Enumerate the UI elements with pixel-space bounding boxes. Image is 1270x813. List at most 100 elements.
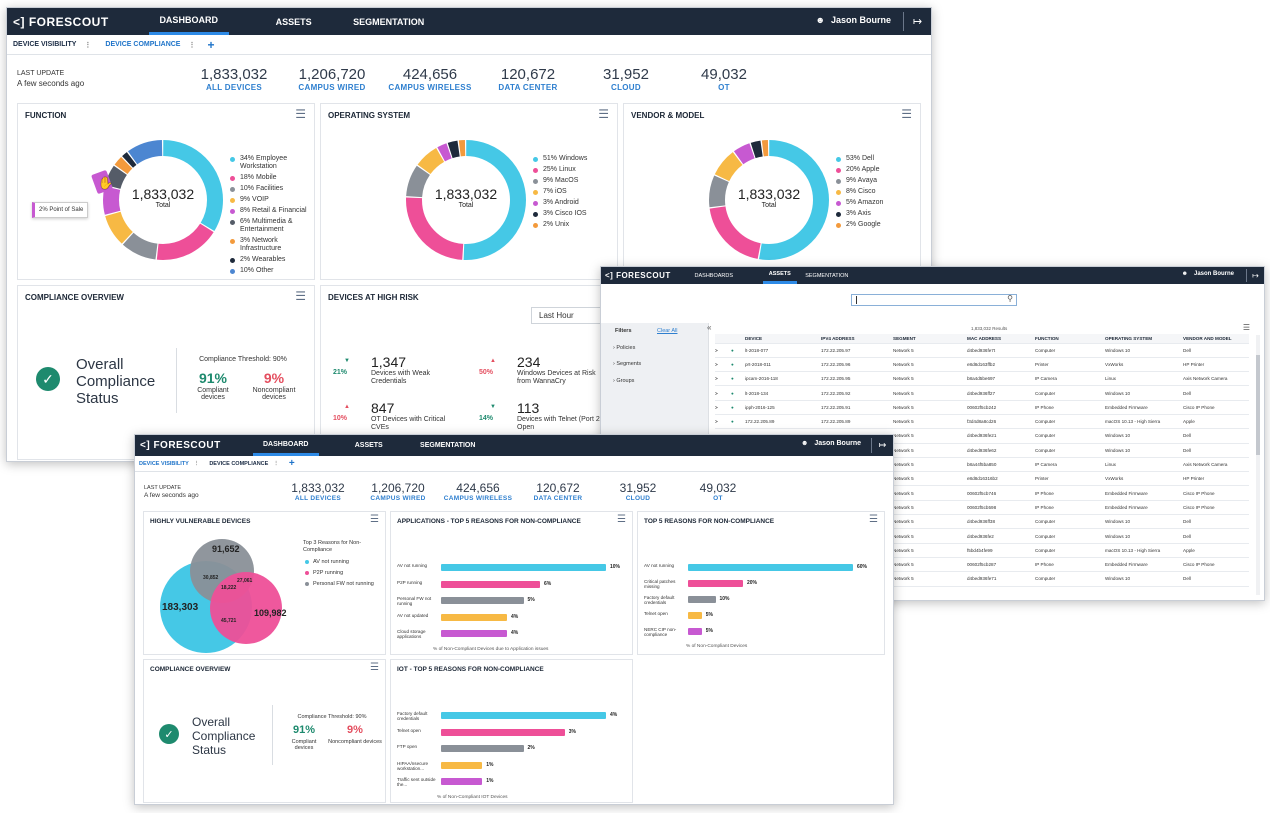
donut-segment[interactable] bbox=[406, 140, 526, 260]
tab-device-visibility[interactable]: DEVICE VISIBILITY ⋮ bbox=[139, 460, 200, 467]
search-input[interactable]: ⚲ bbox=[851, 294, 1017, 306]
column-device[interactable]: DEVICE bbox=[745, 334, 821, 344]
stat-cloud[interactable]: 31,952 CLOUD bbox=[603, 66, 649, 92]
expand-row-icon[interactable]: > bbox=[715, 400, 731, 415]
table-cell: Windows 10 bbox=[1105, 528, 1183, 544]
bar[interactable] bbox=[688, 580, 743, 587]
nav-segmentation[interactable]: SEGMENTATION bbox=[353, 16, 425, 27]
column-ipv4[interactable]: IPV4 ADDRESS bbox=[821, 334, 893, 344]
bar[interactable] bbox=[688, 628, 702, 635]
search-icon[interactable]: ⚲ bbox=[1007, 294, 1013, 303]
column-mac[interactable]: MAC ADDRESS bbox=[967, 334, 1035, 344]
donut-segment[interactable] bbox=[406, 140, 526, 260]
bar[interactable] bbox=[688, 612, 702, 619]
bar[interactable] bbox=[441, 630, 507, 637]
columns-menu-icon[interactable]: ☰ bbox=[1242, 323, 1250, 332]
bar[interactable] bbox=[688, 596, 716, 603]
user-menu[interactable]: ☻ Jason Bourne bbox=[1182, 271, 1234, 277]
stat-campus-wired[interactable]: 1,206,720 CAMPUS WIRED bbox=[298, 66, 366, 92]
dashboard-window-front: <] FORESCOUT DASHBOARD ASSETS SEGMENTATI… bbox=[134, 434, 894, 805]
tab-menu-icon[interactable]: ⋮ bbox=[273, 460, 279, 467]
venn-value-tr: 27,061 bbox=[237, 578, 253, 584]
filter-groups[interactable]: › Groups bbox=[613, 378, 635, 384]
hamburger-menu-icon[interactable]: ☰ bbox=[869, 514, 878, 525]
expand-row-icon[interactable]: > bbox=[715, 414, 731, 430]
user-menu[interactable]: ☻ Jason Bourne bbox=[801, 440, 861, 447]
stat-ot[interactable]: 49,032 OT bbox=[699, 481, 737, 502]
tab-menu-icon[interactable]: ⋮ bbox=[193, 460, 200, 467]
scrollbar-thumb[interactable] bbox=[1256, 355, 1260, 455]
clear-all-link[interactable]: Clear All bbox=[657, 328, 678, 334]
expand-row-icon[interactable]: > bbox=[715, 385, 731, 401]
table-row[interactable]: > ● lt-2018-134 172.22.205.92 Network 5 d4bed… bbox=[715, 385, 1249, 401]
nav-assets[interactable]: ASSETS bbox=[275, 16, 312, 27]
hamburger-menu-icon[interactable]: ☰ bbox=[370, 514, 379, 525]
scrollbar[interactable] bbox=[1256, 335, 1260, 595]
nav-assets[interactable]: ASSETS bbox=[762, 267, 797, 284]
user-menu[interactable]: ☻ Jason Bourne bbox=[816, 15, 892, 25]
hamburger-menu-icon[interactable]: ☰ bbox=[295, 289, 306, 303]
period-dropdown[interactable]: Last Hour bbox=[531, 307, 603, 324]
column-segment[interactable]: SEGMENT bbox=[893, 334, 967, 344]
column-function[interactable]: FUNCTION bbox=[1035, 334, 1105, 344]
table-row[interactable]: > ● 172.22.205.89 172.22.205.89 Network 5 f3d… bbox=[715, 414, 1249, 430]
table-row[interactable]: > ● ipph-2016-125 172.22.205.91 Network 5 006… bbox=[715, 400, 1249, 415]
nav-segmentation[interactable]: SEGMENTATION bbox=[805, 272, 849, 279]
expand-row-icon[interactable]: > bbox=[715, 371, 731, 387]
add-tab-button[interactable]: + bbox=[207, 37, 215, 52]
bar[interactable] bbox=[441, 745, 524, 752]
table-row[interactable]: > ● ipcam-2016-118 172.22.205.95 Network 5 b8… bbox=[715, 371, 1249, 387]
tab-menu-icon[interactable]: ⋮ bbox=[188, 41, 196, 49]
bar[interactable] bbox=[441, 580, 540, 588]
logout-button[interactable]: ↦ bbox=[903, 12, 931, 31]
table-row[interactable]: > ● prt-2018-011 172.22.205.96 Network 5 e8d8… bbox=[715, 357, 1249, 373]
hamburger-menu-icon[interactable]: ☰ bbox=[370, 662, 379, 673]
bar[interactable] bbox=[688, 564, 853, 571]
stat-all-devices[interactable]: 1,833,032 ALL DEVICES bbox=[200, 66, 268, 92]
stat-all-devices[interactable]: 1,833,032 ALL DEVICES bbox=[291, 481, 345, 502]
hamburger-menu-icon[interactable]: ☰ bbox=[901, 107, 912, 121]
table-row[interactable]: > ● lt-2018-077 172.22.205.97 Network 5 d4bed… bbox=[715, 343, 1249, 358]
donut-segment[interactable] bbox=[709, 140, 829, 260]
donut-segment[interactable] bbox=[103, 140, 223, 260]
stat-data-center[interactable]: 120,672 DATA CENTER bbox=[533, 481, 583, 502]
logout-button[interactable]: ↦ bbox=[1246, 269, 1264, 282]
hamburger-menu-icon[interactable]: ☰ bbox=[617, 514, 626, 525]
stat-campus-wireless[interactable]: 424,656 CAMPUS WIRELESS bbox=[443, 481, 513, 502]
nav-dashboards[interactable]: DASHBOARDS bbox=[694, 272, 734, 279]
column-vendor[interactable]: VENDOR AND MODEL bbox=[1183, 334, 1249, 344]
column-os[interactable]: OPERATING SYSTEM bbox=[1105, 334, 1183, 344]
bar[interactable] bbox=[441, 564, 606, 571]
bar[interactable] bbox=[441, 712, 606, 719]
nav-dashboard[interactable]: DASHBOARD bbox=[252, 435, 319, 456]
tab-menu-icon[interactable]: ⋮ bbox=[84, 41, 92, 49]
stat-campus-wireless[interactable]: 424,656 CAMPUS WIRELESS bbox=[388, 66, 472, 92]
bar[interactable] bbox=[441, 728, 565, 736]
tab-device-visibility[interactable]: DEVICE VISIBILITY ⋮ bbox=[13, 41, 92, 49]
nav-segmentation[interactable]: SEGMENTATION bbox=[420, 442, 476, 449]
hamburger-menu-icon[interactable]: ☰ bbox=[598, 107, 609, 121]
hamburger-menu-icon[interactable]: ☰ bbox=[295, 107, 306, 121]
logout-button[interactable]: ↦ bbox=[871, 438, 893, 453]
add-tab-button[interactable]: + bbox=[288, 458, 295, 469]
donut-segment[interactable] bbox=[103, 140, 223, 260]
stat-ot[interactable]: 49,032 OT bbox=[701, 66, 747, 92]
filter-policies[interactable]: › Policies bbox=[613, 345, 636, 351]
nav-assets[interactable]: ASSETS bbox=[354, 442, 383, 449]
filter-segments[interactable]: › Segments bbox=[613, 361, 642, 367]
collapse-panel-icon[interactable]: « bbox=[707, 323, 712, 332]
stat-campus-wired[interactable]: 1,206,720 CAMPUS WIRED bbox=[370, 481, 426, 502]
nav-dashboard[interactable]: DASHBOARD bbox=[148, 8, 229, 35]
expand-row-icon[interactable]: > bbox=[715, 357, 731, 373]
bar[interactable] bbox=[441, 613, 507, 621]
tab-device-compliance[interactable]: DEVICE COMPLIANCE ⋮ bbox=[105, 41, 196, 49]
bar[interactable] bbox=[441, 778, 483, 785]
bar[interactable] bbox=[441, 597, 524, 604]
donut-segment[interactable] bbox=[103, 140, 223, 260]
expand-row-icon[interactable]: > bbox=[715, 343, 731, 358]
stat-cloud[interactable]: 31,952 CLOUD bbox=[619, 481, 657, 502]
donut-segment[interactable] bbox=[709, 140, 829, 260]
stat-data-center[interactable]: 120,672 DATA CENTER bbox=[498, 66, 558, 92]
bar[interactable] bbox=[441, 761, 483, 769]
tab-device-compliance[interactable]: DEVICE COMPLIANCE ⋮ bbox=[209, 460, 279, 467]
